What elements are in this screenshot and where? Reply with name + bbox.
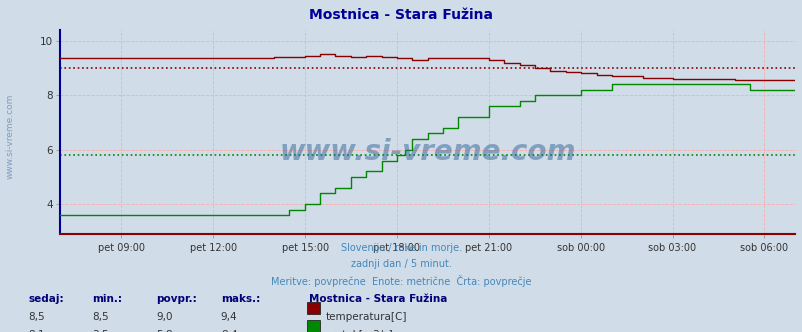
Text: povpr.:: povpr.: [156, 294, 197, 304]
Text: zadnji dan / 5 minut.: zadnji dan / 5 minut. [350, 259, 452, 269]
Text: Slovenija / reke in morje.: Slovenija / reke in morje. [341, 243, 461, 253]
Text: 3,5: 3,5 [92, 330, 109, 332]
Text: Mostnica - Stara Fužina: Mostnica - Stara Fužina [309, 8, 493, 22]
Text: www.si-vreme.com: www.si-vreme.com [279, 138, 575, 166]
Text: sedaj:: sedaj: [28, 294, 63, 304]
Text: 5,8: 5,8 [156, 330, 173, 332]
Text: pretok[m3/s]: pretok[m3/s] [325, 330, 392, 332]
Text: 8,4: 8,4 [221, 330, 237, 332]
Text: www.si-vreme.com: www.si-vreme.com [5, 93, 14, 179]
Text: Mostnica - Stara Fužina: Mostnica - Stara Fužina [309, 294, 447, 304]
Text: maks.:: maks.: [221, 294, 260, 304]
Text: 8,5: 8,5 [92, 312, 109, 322]
Text: min.:: min.: [92, 294, 122, 304]
Text: Meritve: povprečne  Enote: metrične  Črta: povprečje: Meritve: povprečne Enote: metrične Črta:… [271, 275, 531, 287]
Text: temperatura[C]: temperatura[C] [325, 312, 406, 322]
Text: 9,4: 9,4 [221, 312, 237, 322]
Text: 8,5: 8,5 [28, 312, 45, 322]
Text: 8,1: 8,1 [28, 330, 45, 332]
Text: 9,0: 9,0 [156, 312, 173, 322]
